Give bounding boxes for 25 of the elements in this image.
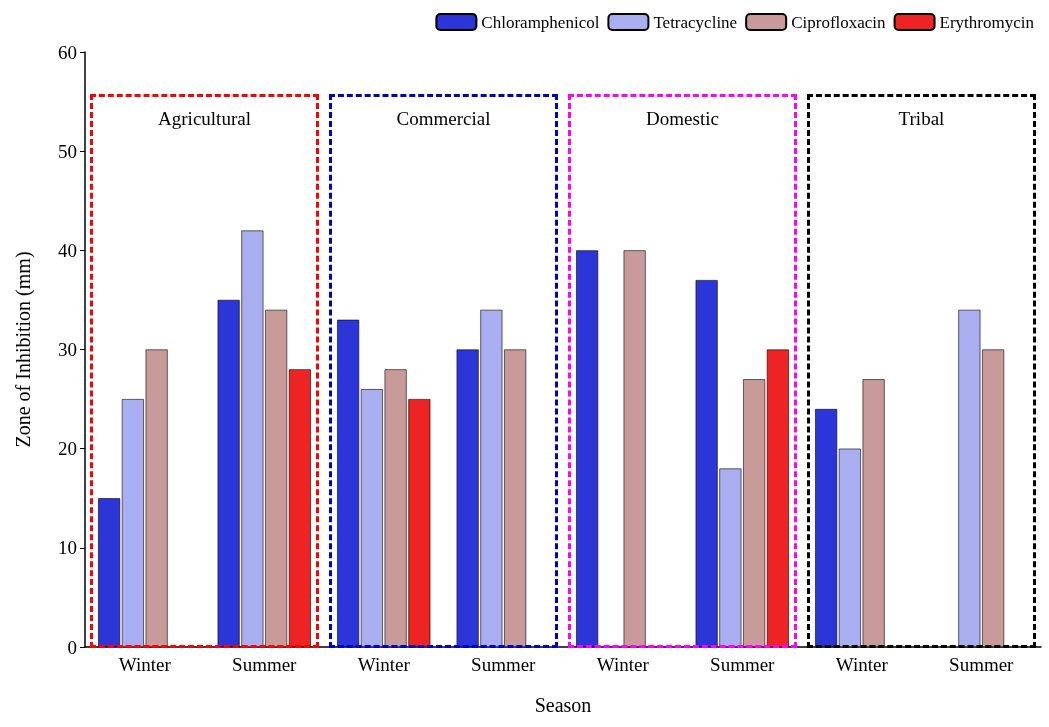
annotation: Domestic [645, 108, 720, 130]
x-tick-label: Winter [118, 654, 172, 675]
legend-label: Tetracycline [653, 12, 738, 32]
y-tick-label: 60 [58, 41, 77, 63]
y-tick-label: 30 [58, 339, 77, 360]
x-tick-label: Winter [835, 654, 889, 675]
y-axis-title: Zone of Inhibition (mm) [12, 251, 35, 448]
x-tick-label: Winter [596, 654, 650, 675]
y-tick-label: 20 [58, 438, 77, 460]
y-tick-label: 0 [67, 636, 77, 658]
y-tick-label: 10 [58, 537, 77, 559]
legend-label: Erythromycin [939, 12, 1035, 32]
y-tick-label: 50 [58, 140, 77, 162]
x-tick-label: Summer [232, 654, 298, 675]
x-tick-label: Summer [471, 654, 537, 675]
legend-label: Chloramphenicol [481, 12, 600, 32]
annotation: Tribal [897, 108, 946, 130]
y-tick-label: 40 [58, 239, 77, 261]
legend-label: Ciprofloxacin [791, 12, 887, 32]
x-tick-label: Summer [949, 654, 1015, 675]
annotation: Commercial [395, 108, 492, 130]
annotation: Agricultural [157, 108, 252, 130]
x-tick-label: Summer [710, 654, 776, 675]
x-tick-label: Winter [357, 654, 411, 675]
x-axis-title: Season [534, 694, 592, 716]
